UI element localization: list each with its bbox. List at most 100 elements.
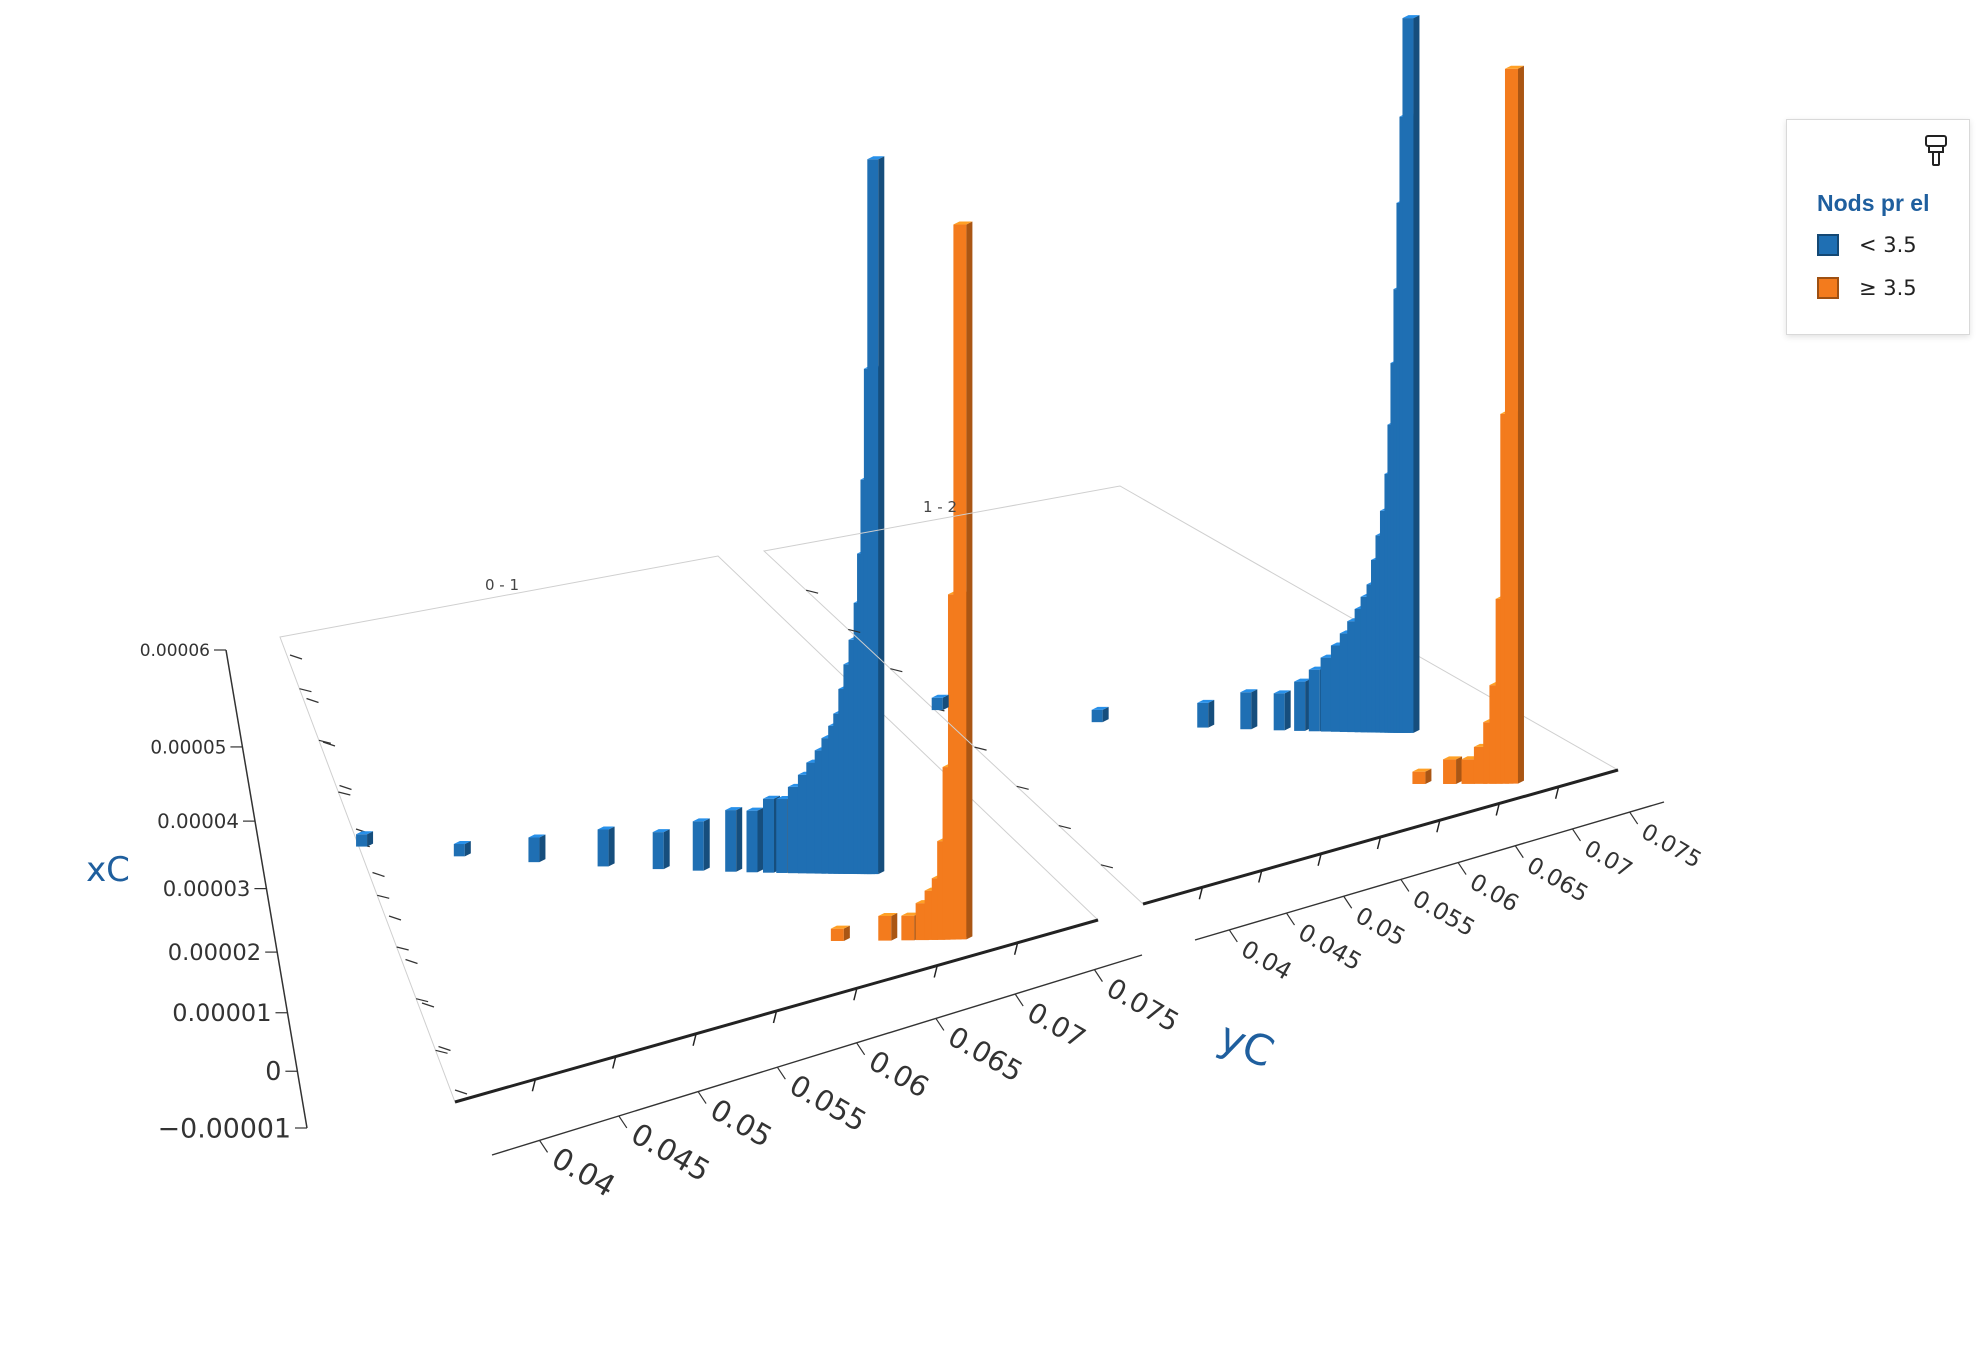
bar-top [746,807,764,811]
bar-front [1412,771,1426,784]
bar-top [1504,65,1524,69]
bar[interactable] [1294,678,1312,731]
bar[interactable] [830,925,850,941]
legend-item-high[interactable]: ≥ 3.5 [1817,273,1917,303]
panel-edge-tick [1436,820,1441,833]
y-tick-label: 0.00006 [140,641,210,661]
bar-side [843,925,850,941]
panel-label: 1 - 2 [923,498,957,516]
y-axis-line [225,649,308,1129]
panel-edge-tick [692,1033,697,1046]
bar[interactable] [878,912,898,941]
bar[interactable] [1240,689,1258,730]
bar[interactable] [1412,768,1432,784]
panel-floor [279,555,1099,1103]
bar-front [746,810,758,873]
bar[interactable] [528,834,546,863]
x-tick-label: 0.07 [1579,836,1636,884]
x-axis-line [1194,801,1665,941]
bar-side [1456,756,1463,784]
legend-swatch-high [1817,277,1839,299]
bar-side [663,829,670,870]
panel-0: 0 - 1 [279,156,1099,1104]
bar[interactable] [746,807,764,873]
bar[interactable] [1504,65,1524,784]
bar[interactable] [867,156,885,875]
x-tick-mark [856,1042,866,1056]
panel-side-tick [805,589,819,594]
series-high [830,221,973,941]
legend-label-low: < 3.5 [1859,233,1917,257]
bar[interactable] [953,221,973,940]
bar-front [652,832,664,870]
bar-top [652,829,670,833]
legend-item-low[interactable]: < 3.5 [1817,230,1917,260]
bar-front [776,799,788,873]
panel-edge-tick [853,988,858,1001]
x-tick-mark [776,1066,786,1080]
y-tick-label: 0.00003 [163,876,251,901]
bar-side [1284,690,1291,731]
x-tick-mark [1014,993,1024,1007]
y-minor-tick [438,1045,451,1052]
y-tick-label: 0.00005 [150,737,226,758]
panel-edge-tick [1198,887,1204,900]
bar-top [901,912,921,916]
bar[interactable] [453,841,471,857]
bar-top [528,834,546,838]
bar-top [1273,690,1291,694]
bar[interactable] [1091,706,1109,723]
x-tick-mark [1457,862,1467,875]
x-tick-label: 0.04 [546,1141,621,1205]
bar[interactable] [652,829,670,870]
bar-front [830,928,844,941]
bar[interactable] [725,807,743,872]
y-minor-tick [306,697,319,704]
legend-label-high: ≥ 3.5 [1859,276,1917,300]
bar-front [1320,657,1332,732]
panel-side-tick [1100,864,1114,869]
x-axis-title: yC [1212,1012,1281,1078]
x-tick-label: 0.05 [1351,901,1411,952]
bar-top [453,841,471,845]
panel-side-tick [299,688,312,693]
x-tick-mark [1228,929,1238,943]
bar-front [1443,759,1457,784]
bar-side [1208,699,1215,728]
y-tick-label: 0.00001 [172,999,271,1027]
paintbrush-icon[interactable] [1923,134,1951,168]
y-minor-tick [322,741,336,747]
y-minor-tick [421,1002,435,1008]
bar-front [787,786,799,874]
bar-side [891,912,898,941]
bar-front [1360,596,1372,733]
bar[interactable] [1273,690,1291,731]
bar-side [757,807,764,873]
panel-edge-tick [1258,870,1263,883]
bar[interactable] [931,694,949,711]
x-tick-label: 0.075 [1101,973,1184,1039]
bar-top [1240,689,1258,693]
series-low [931,15,1420,733]
x-tick-mark [697,1091,707,1104]
y-minor-tick [388,915,402,921]
panel-side-tick [848,628,861,634]
panel-edge-tick [1495,803,1500,816]
y-minor-tick [454,1089,468,1095]
bar[interactable] [597,826,615,867]
bar-front [901,915,915,941]
bar[interactable] [1197,699,1215,728]
bar-front [1339,633,1351,732]
bar-front [1347,621,1359,733]
bar[interactable] [692,818,710,871]
panel-edge-tick [772,1010,778,1024]
panel-edge-tick [1376,836,1382,850]
panel-edge-tick [612,1056,617,1069]
x-tick-label: 0.07 [1022,996,1092,1055]
bar[interactable] [1402,15,1420,733]
bar[interactable] [356,831,374,847]
bar[interactable] [1443,756,1463,784]
bar-front [814,750,826,874]
x-tick-label: 0.055 [784,1068,872,1139]
